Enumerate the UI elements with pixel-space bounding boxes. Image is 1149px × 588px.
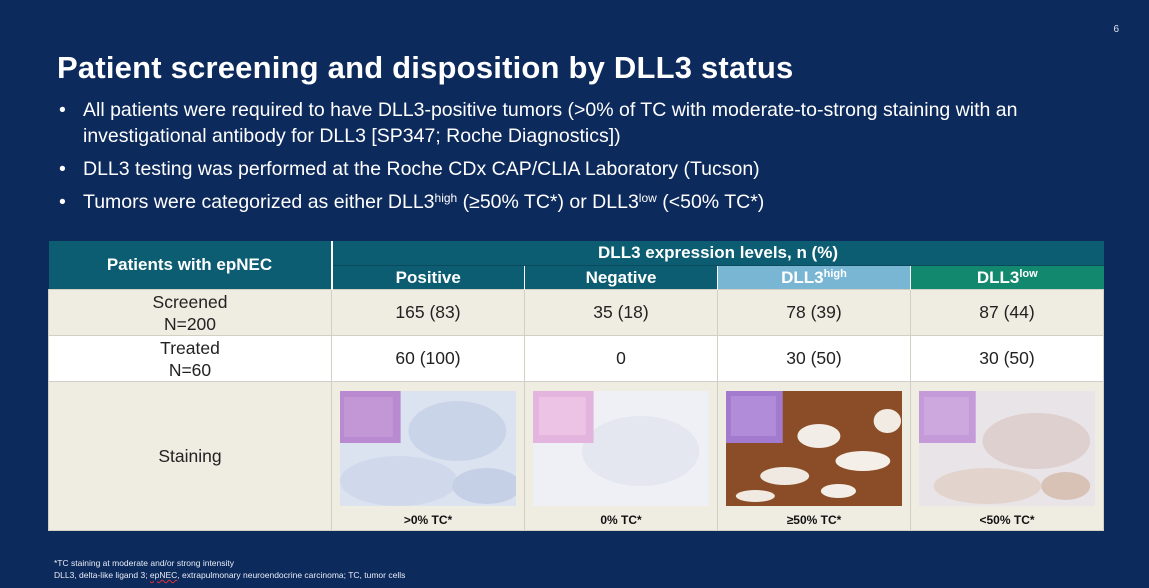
staining-caption-high: ≥50% TC* <box>786 513 842 527</box>
cell-staining-negative: 0% TC* <box>524 381 718 531</box>
label-line: N=60 <box>168 359 212 380</box>
footnote-term: epNEC <box>149 570 178 580</box>
footnote-line: *TC staining at moderate and/or strong i… <box>54 558 235 568</box>
cell-screened-positive: 165 (83) <box>331 289 525 336</box>
bullet-text: DLL3 testing was performed at the Roche … <box>83 158 760 180</box>
superscript-high: high <box>434 191 458 205</box>
staining-caption-positive: >0% TC* <box>403 513 453 527</box>
table-row-treated: Treated N=60 60 (100) 0 30 (50) 30 (50) <box>48 335 1105 382</box>
bullet-item: DLL3 testing was performed at the Roche … <box>57 156 1117 182</box>
cell-screened-low: 87 (44) <box>909 289 1105 336</box>
header-patients: Patients with epNEC <box>48 241 333 290</box>
footnote-text: DLL3, delta-like ligand 3; <box>54 570 150 580</box>
label-line: Treated <box>160 337 220 358</box>
bullet-text-post: (<50% TC*) <box>656 191 765 213</box>
staining-image-positive <box>340 391 516 506</box>
header-low-sup: low <box>1019 267 1038 280</box>
staining-image-low <box>919 391 1096 506</box>
bullet-item: All patients were required to have DLL3-… <box>57 97 1117 149</box>
header-low-base: DLL3 <box>976 267 1020 287</box>
superscript-low: low <box>638 191 657 205</box>
header-negative: Negative <box>524 265 718 290</box>
header-dll3-low: DLL3low <box>909 265 1104 290</box>
header-high-sup: high <box>823 267 847 280</box>
staining-image-negative <box>533 391 709 506</box>
staining-caption-negative: 0% TC* <box>600 513 642 527</box>
bullet-text-mid: (≥50% TC*) or DLL3 <box>457 191 639 213</box>
header-high-base: DLL3 <box>781 267 824 287</box>
cell-staining-low: <50% TC* <box>909 381 1105 531</box>
cell-staining-high: ≥50% TC* <box>717 381 911 531</box>
page-number: 6 <box>1113 24 1119 35</box>
footnote-text: , extrapulmonary neuroendocrine carcinom… <box>177 570 406 580</box>
cell-treated-low: 30 (50) <box>909 335 1105 382</box>
header-expression-levels: DLL3 expression levels, n (%) <box>331 241 1104 266</box>
bullet-text: All patients were required to have DLL3-… <box>83 99 1018 147</box>
row-label-screened: Screened N=200 <box>48 289 332 336</box>
header-dll3-high: DLL3high <box>717 265 911 290</box>
cell-screened-negative: 35 (18) <box>524 289 718 336</box>
dll3-table: Patients with epNEC DLL3 expression leve… <box>48 241 1105 531</box>
table-row-staining: Staining >0% TC* <box>48 381 1105 531</box>
cell-treated-positive: 60 (100) <box>331 335 525 382</box>
slide-title: Patient screening and disposition by DLL… <box>57 50 794 85</box>
footnotes: *TC staining at moderate and/or strong i… <box>54 557 405 581</box>
bullet-item: Tumors were categorized as either DLL3hi… <box>57 189 1117 215</box>
row-label-staining: Staining <box>48 381 332 531</box>
cell-treated-negative: 0 <box>524 335 718 382</box>
footnote-line: DLL3, delta-like ligand 3; epNEC, extrap… <box>54 569 405 581</box>
cell-treated-high: 30 (50) <box>717 335 911 382</box>
cell-screened-high: 78 (39) <box>717 289 911 336</box>
header-positive: Positive <box>331 265 525 290</box>
header-patients-label: Patients with epNEC <box>106 255 273 274</box>
label-line: N=200 <box>163 313 217 334</box>
table-row-screened: Screened N=200 165 (83) 35 (18) 78 (39) 8… <box>48 289 1105 336</box>
label-line: Screened <box>152 291 228 312</box>
cell-staining-positive: >0% TC* <box>331 381 525 531</box>
staining-image-high <box>726 391 902 506</box>
bullet-text-pre: Tumors were categorized as either DLL3 <box>83 191 435 213</box>
staining-caption-low: <50% TC* <box>979 513 1035 527</box>
bullet-list: All patients were required to have DLL3-… <box>57 97 1117 222</box>
row-label-treated: Treated N=60 <box>48 335 332 382</box>
